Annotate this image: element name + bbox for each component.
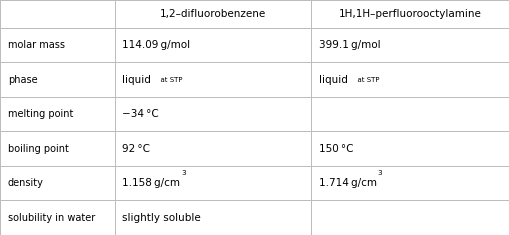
Text: molar mass: molar mass [8, 40, 65, 50]
Text: liquid: liquid [122, 74, 151, 85]
Text: 114.09 g/mol: 114.09 g/mol [122, 40, 190, 50]
Text: 3: 3 [181, 170, 186, 176]
Text: melting point: melting point [8, 109, 73, 119]
Text: 3: 3 [377, 170, 382, 176]
Text: 1,2–difluorobenzene: 1,2–difluorobenzene [159, 9, 266, 19]
Text: at STP: at STP [352, 77, 379, 82]
Text: phase: phase [8, 74, 37, 85]
Text: 1.714 g/cm: 1.714 g/cm [318, 178, 376, 188]
Text: at STP: at STP [156, 77, 183, 82]
Text: boiling point: boiling point [8, 144, 68, 154]
Text: solubility in water: solubility in water [8, 213, 95, 223]
Text: 150 °C: 150 °C [318, 144, 353, 154]
Text: slightly soluble: slightly soluble [122, 213, 201, 223]
Text: liquid: liquid [318, 74, 347, 85]
Text: 1H,1H–perfluorooctylamine: 1H,1H–perfluorooctylamine [338, 9, 481, 19]
Text: −34 °C: −34 °C [122, 109, 159, 119]
Text: 1.158 g/cm: 1.158 g/cm [122, 178, 180, 188]
Text: 399.1 g/mol: 399.1 g/mol [318, 40, 380, 50]
Text: density: density [8, 178, 43, 188]
Text: 92 °C: 92 °C [122, 144, 150, 154]
